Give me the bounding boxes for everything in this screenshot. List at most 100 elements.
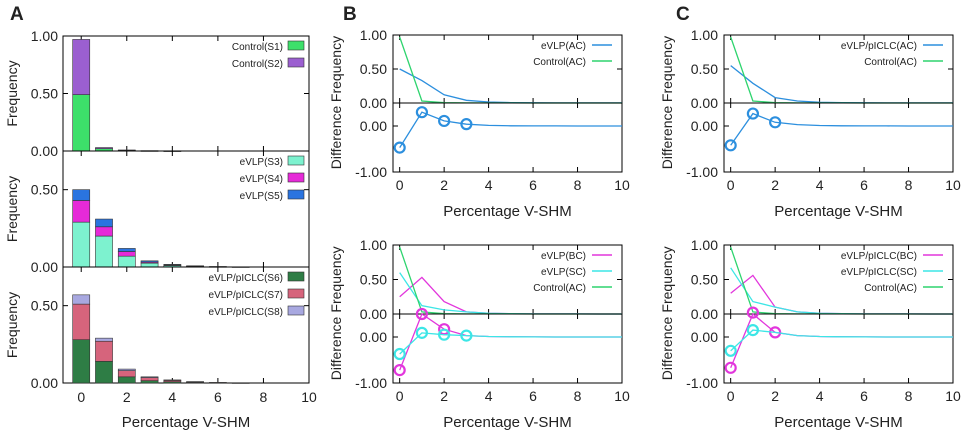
bar [117,251,136,257]
x-tick-label: 8 [260,389,268,405]
y-tick-label: 1.00 [31,28,58,44]
data-point-marker [724,361,737,374]
x-tick-label: 6 [529,388,537,404]
plot-frame [392,313,623,384]
plot-frame [723,244,954,315]
y-axis-label: Frequency [4,176,20,242]
x-tick-label: 0 [396,177,404,193]
x-tick-label: 0 [396,388,404,404]
y-axis-label: Frequency [659,36,675,102]
x-axis-label: Percentage V-SHM [443,203,571,220]
legend-label: eVLP/pICLC(SC) [841,267,917,278]
series-line [399,68,622,104]
y-tick-label: 0.50 [31,86,58,102]
plot-frame [723,102,954,173]
series-line [399,272,622,315]
y-axis-label: Frequency [328,36,344,102]
y-tick-label: 0.00 [691,118,718,134]
bar [186,265,204,267]
legend-label: eVLP/pICLC(AC) [841,41,917,52]
bar [140,377,159,381]
series-line [730,329,953,352]
y-tick-label: 0.50 [31,182,58,198]
legend-label: eVLP/pICLC(S8) [209,307,283,318]
x-tick-label: 6 [529,177,537,193]
series-line [399,276,622,315]
bar [140,376,159,378]
y-axis-label: Frequency [4,60,20,126]
bar [163,264,182,266]
series-line [399,111,622,148]
data-point-marker [438,328,451,341]
bar [95,337,113,342]
legend-swatch [287,305,305,316]
chart-A3 [62,266,310,384]
x-tick-label: 10 [614,388,630,404]
series-line [399,313,622,371]
data-point-marker [393,141,406,154]
chart-A2 [62,150,310,268]
legend-label: Control(S1) [232,42,283,53]
x-tick-label: 4 [816,177,824,193]
legend-label: eVLP(BC) [541,251,586,262]
y-axis-label: Frequency [4,292,20,358]
legend-swatch [287,189,305,200]
legend-label: Control(AC) [864,283,917,294]
legend-label: Control(AC) [864,57,917,68]
data-point-marker [415,106,429,119]
data-point-marker [393,347,406,361]
x-axis-label: Percentage V-SHM [122,414,250,431]
x-tick-label: 2 [440,177,448,193]
bar [72,221,91,268]
plot-frame [723,34,954,104]
bar [95,218,113,228]
y-axis-label: Difference [659,317,675,381]
bar [72,189,91,201]
bar [140,262,159,268]
plot-frame [723,313,954,384]
chart-C3 [723,244,954,315]
plot-frame [392,34,623,104]
series-line [730,65,953,104]
y-tick-label: 0.50 [31,298,58,314]
x-tick-label: 0 [77,389,85,405]
data-point-marker [746,107,760,120]
y-tick-label: 1.00 [691,237,718,253]
legend-label: eVLP(S3) [240,157,283,168]
chart-C4 [723,306,954,384]
x-tick-label: 2 [123,389,131,405]
x-axis-label: Percentage V-SHM [774,203,902,220]
series-line [399,332,622,355]
x-tick-label: 10 [614,177,630,193]
chart-C2 [723,102,954,173]
bar [72,339,91,384]
chart-B4 [392,307,623,384]
panel-label-c: C [676,4,690,25]
bar [140,260,159,263]
chart-B1 [392,34,623,104]
legend-label: eVLP(S4) [240,174,283,185]
x-tick-label: 2 [771,177,779,193]
y-tick-label: 0.50 [360,272,387,288]
series-line [399,36,622,104]
x-tick-label: 10 [945,177,961,193]
y-tick-label: 0.00 [691,306,718,322]
data-point-marker [746,306,760,319]
y-tick-label: 0.50 [691,272,718,288]
x-tick-label: 10 [301,389,317,405]
data-point-marker [415,326,429,339]
y-axis-label: Difference [328,106,344,170]
y-tick-label: 0.00 [360,95,387,111]
bar [95,340,113,362]
bar [72,94,91,152]
bar [117,376,136,384]
data-point-marker [460,118,473,131]
y-axis-label: Frequency [659,246,675,312]
series-line [730,312,953,369]
chart-A1 [62,35,310,152]
y-tick-label: 0.00 [691,95,718,111]
chart-B2 [392,102,623,173]
series-line [730,112,953,146]
legend-label: Control(AC) [533,283,586,294]
x-tick-label: 4 [485,177,493,193]
